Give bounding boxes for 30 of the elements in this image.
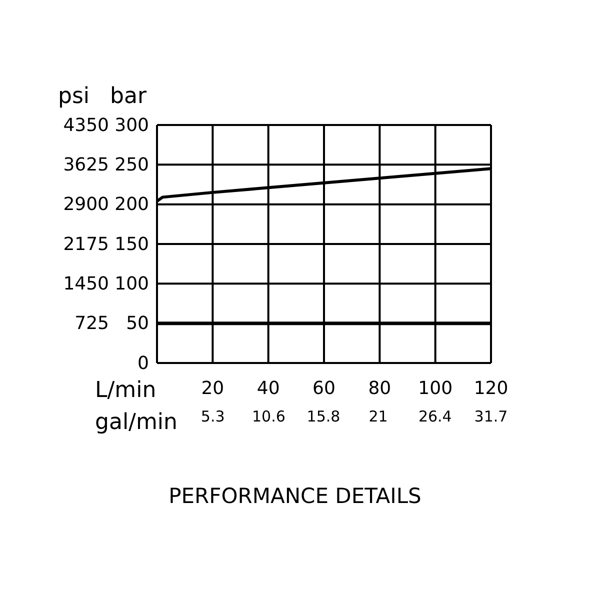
- y2-tick-label: 725: [74, 313, 109, 334]
- x-tick-label: 40: [256, 378, 280, 399]
- x2-axis-title: gal/min: [95, 410, 178, 435]
- y2-tick-label: 2900: [63, 194, 109, 216]
- y-tick-label: 200: [114, 194, 149, 216]
- x-tick-label: 20: [201, 378, 224, 399]
- x2-tick-label: 10.6: [252, 408, 286, 426]
- x2-tick-label: 26.4: [418, 408, 452, 426]
- x2-tick-label: 5.3: [200, 408, 225, 426]
- y2-tick-label: 4350: [63, 114, 109, 136]
- y-axis-title: bar: [110, 84, 148, 109]
- y2-tick-label: 3625: [63, 154, 109, 176]
- x-tick-label: 120: [474, 378, 508, 399]
- y-tick-label: 250: [114, 154, 149, 176]
- y-tick-label: 50: [126, 313, 149, 334]
- y-tick-label: 150: [114, 234, 149, 255]
- x2-tick-label: 31.7: [474, 408, 508, 426]
- x-tick-label: 60: [312, 378, 336, 399]
- x-tick-label: 80: [368, 378, 392, 399]
- y-tick-label: 100: [114, 273, 149, 294]
- text: PERFORMANCE DETAILS: [168, 484, 422, 508]
- x2-tick-label: 21: [368, 408, 388, 426]
- y-tick-label: 0: [138, 352, 149, 374]
- y2-tick-label: 1450: [63, 273, 109, 294]
- y-tick-label: 300: [114, 114, 149, 136]
- x-tick-label: 100: [418, 378, 453, 399]
- y2-tick-label: 2175: [63, 234, 109, 255]
- x-axis-title: L/min: [95, 378, 156, 403]
- x2-tick-label: 15.8: [306, 408, 340, 426]
- y2-axis-title: psi: [58, 84, 90, 109]
